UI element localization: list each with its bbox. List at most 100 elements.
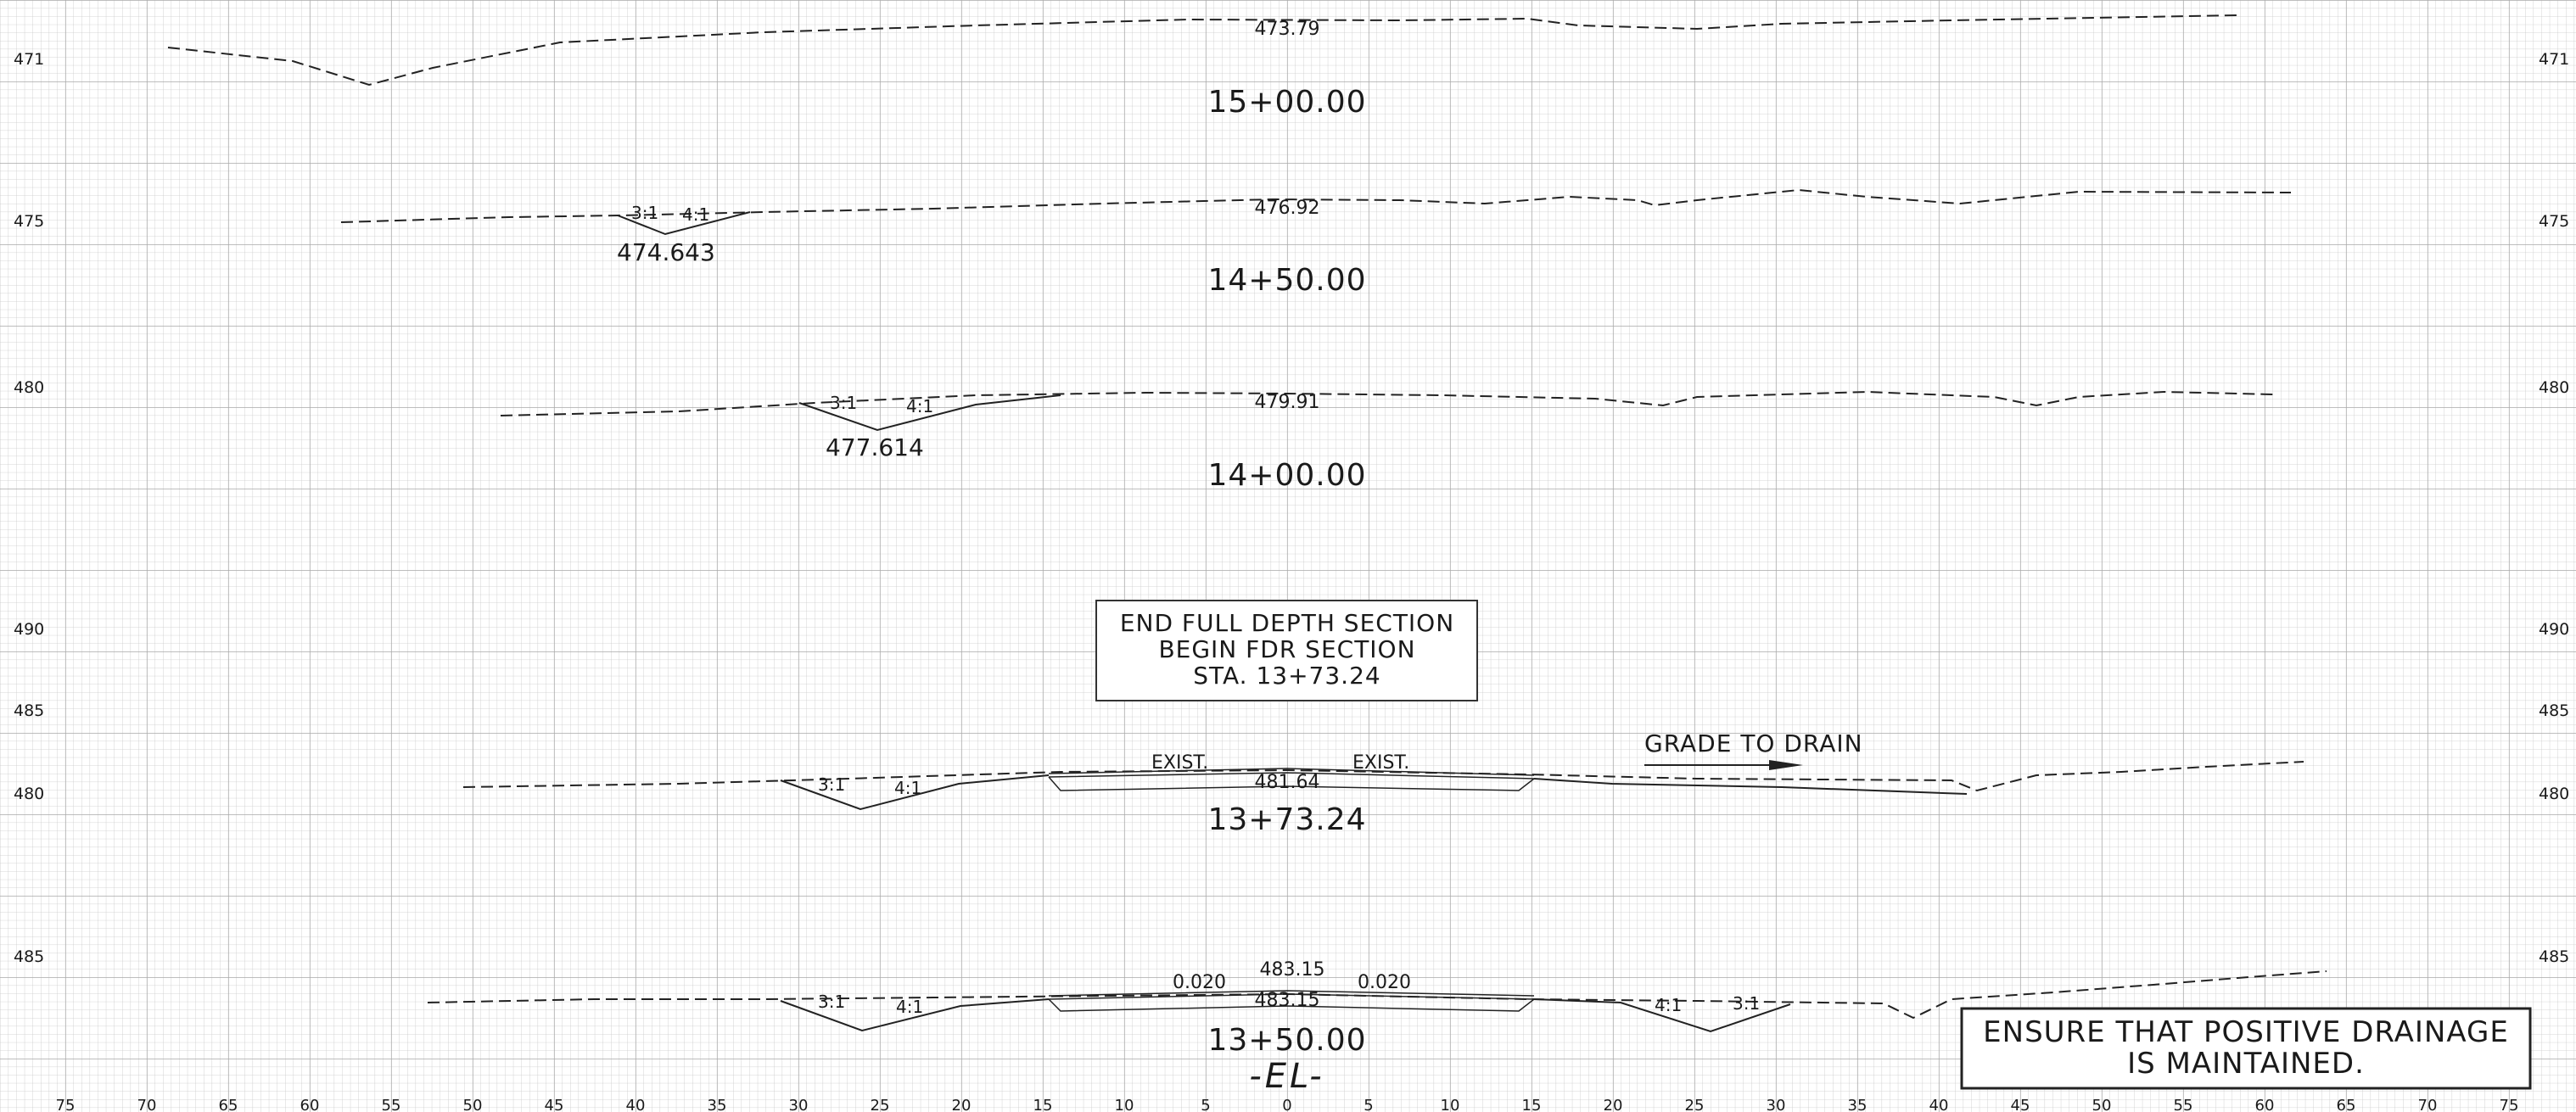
slope-label-right: 4:1 [682, 204, 709, 225]
ditch-line-left [780, 998, 1050, 1032]
offset-label: 55 [2174, 1097, 2193, 1112]
offset-label: 40 [626, 1097, 646, 1112]
offset-label: 30 [1767, 1097, 1786, 1112]
right-elev-label: 490 [2539, 620, 2569, 639]
right-elev-label: 485 [2539, 701, 2569, 720]
right-elev-label: 480 [2539, 378, 2569, 397]
drainage-note-line-2: IS MAINTAINED. [2127, 1047, 2365, 1081]
exist-label-left: EXIST. [1151, 752, 1208, 774]
note-line-1: END FULL DEPTH SECTION [1120, 609, 1454, 637]
center-elevation: 483.15 [1255, 990, 1320, 1011]
left-elev-label: 485 [14, 701, 44, 720]
exist-label-right: EXIST. [1352, 752, 1409, 774]
section-transition-note: END FULL DEPTH SECTION BEGIN FDR SECTION… [1095, 600, 1478, 701]
left-elev-label: 485 [14, 947, 44, 966]
station-label: 14+50.00 [1207, 263, 1366, 298]
drainage-note: ENSURE THAT POSITIVE DRAINAGE IS MAINTAI… [1960, 1007, 2532, 1090]
existing-ground-line [167, 14, 2238, 87]
pavement-top [1048, 990, 1535, 997]
note-line-2: BEGIN FDR SECTION [1158, 635, 1415, 663]
slope-label-left: 3:1 [818, 992, 845, 1012]
offset-label: 10 [1115, 1097, 1134, 1112]
left-elev-label: 471 [14, 50, 44, 69]
offset-label: 20 [1604, 1097, 1623, 1112]
pavement-bottom [1048, 998, 1535, 1012]
grade-arrow-head [1769, 760, 1803, 770]
offset-label: 75 [2500, 1097, 2519, 1112]
offset-label: 35 [1848, 1097, 1868, 1112]
offset-label: 10 [1441, 1097, 1460, 1112]
left-elev-label: 480 [14, 785, 44, 803]
center-elevation: 473.79 [1255, 19, 1320, 40]
section-13-50: 3:1 4:1 4:1 3:1 0.020 0.020 483.15 483.1… [427, 959, 2327, 1096]
slope-label-far-right: 3:1 [1733, 993, 1760, 1014]
offset-label: 25 [1685, 1097, 1705, 1112]
pavement-bottom [1048, 776, 1535, 791]
left-elev-label: 490 [14, 620, 44, 639]
offset-label: 55 [382, 1097, 401, 1112]
offset-label: 50 [2092, 1097, 2112, 1112]
grade-line [1533, 778, 1968, 795]
left-elev-label: 480 [14, 378, 44, 397]
left-elevation-axis: 471 475 480 490 485 480 485 [14, 50, 44, 966]
slope-label-right: 4:1 [896, 997, 923, 1017]
slope-label-right: 4:1 [906, 396, 933, 416]
station-label: 15+00.00 [1207, 85, 1366, 120]
slope-label-left: 3:1 [631, 203, 658, 223]
station-label: 13+50.00 [1207, 1023, 1366, 1058]
offset-label: 35 [708, 1097, 727, 1112]
offset-axis: 75 70 65 60 55 50 45 40 35 30 25 20 15 10 5 0 5 10 15 20 25 3… [56, 1097, 2519, 1112]
offset-label: 75 [56, 1097, 76, 1112]
offset-label: 65 [219, 1097, 238, 1112]
right-elev-label: 475 [2539, 212, 2569, 231]
slope-label-left: 3:1 [818, 774, 845, 795]
cross-slope-right: 0.020 [1358, 972, 1411, 993]
offset-label: 40 [1929, 1097, 1949, 1112]
offset-label: 45 [545, 1097, 564, 1112]
right-elev-label: 471 [2539, 50, 2569, 69]
offset-label: 70 [2418, 1097, 2438, 1112]
centerline-label: -EL- [1249, 1057, 1324, 1096]
offset-label: 5 [1201, 1097, 1210, 1112]
ditch-line [798, 394, 1061, 432]
right-elevation-axis: 471 475 480 490 485 480 485 [2539, 50, 2569, 966]
ditch-line-right [1533, 998, 1791, 1033]
ditch-elevation: 474.643 [617, 238, 715, 266]
center-elevation: 476.92 [1255, 198, 1320, 219]
offset-label: 30 [789, 1097, 809, 1112]
section-15-00: 473.79 15+00.00 [167, 14, 2238, 120]
offset-label: 45 [2011, 1097, 2030, 1112]
slope-label-far-left: 4:1 [1655, 995, 1682, 1015]
offset-label: 25 [871, 1097, 890, 1112]
ditch-elevation: 477.614 [826, 433, 924, 461]
existing-ground-line [340, 188, 2292, 223]
right-elev-label: 480 [2539, 785, 2569, 803]
pavement-layer [1048, 993, 1535, 1000]
offset-label: 20 [952, 1097, 972, 1112]
station-label: 14+00.00 [1207, 458, 1366, 493]
offset-label: 15 [1522, 1097, 1542, 1112]
note-line-3: STA. 13+73.24 [1193, 662, 1380, 690]
station-label: 13+73.24 [1207, 802, 1366, 837]
section-14-00: 3:1 4:1 477.614 479.91 14+00.00 [500, 390, 2275, 493]
existing-ground-line [427, 970, 2327, 1020]
cross-slope-left: 0.020 [1173, 972, 1226, 993]
existing-ground-line [500, 390, 2275, 416]
grade-to-drain-note: GRADE TO DRAIN [1644, 729, 1863, 757]
offset-label: 60 [2255, 1097, 2275, 1112]
slope-label-right: 4:1 [894, 778, 921, 798]
offset-label: 70 [137, 1097, 157, 1112]
center-elevation: 481.64 [1255, 772, 1320, 793]
section-13-73-24: 3:1 4:1 EXIST. EXIST. 481.64 13+73.24 GR… [462, 729, 2304, 837]
left-elev-label: 475 [14, 212, 44, 231]
pavement-top [1048, 768, 1535, 776]
drainage-note-box [1960, 1007, 2532, 1090]
offset-label: 0 [1282, 1097, 1291, 1112]
center-elevation-top: 483.15 [1260, 959, 1325, 981]
offset-label: 65 [2337, 1097, 2356, 1112]
offset-label: 60 [300, 1097, 320, 1112]
offset-label: 5 [1364, 1097, 1373, 1112]
existing-ground-line [462, 761, 2304, 792]
